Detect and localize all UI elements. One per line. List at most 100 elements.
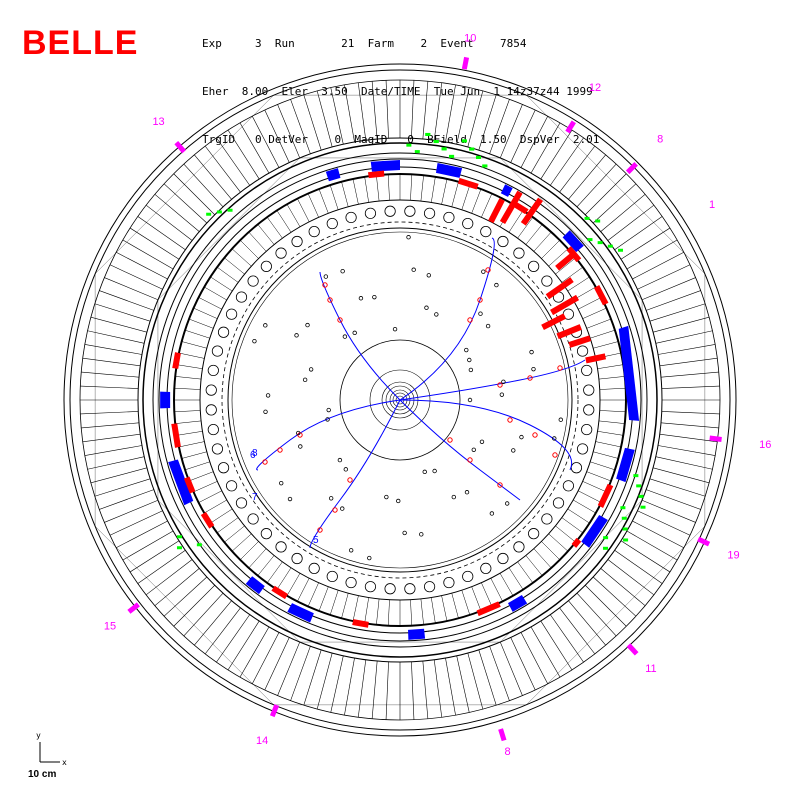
klm-segment-line xyxy=(592,576,637,617)
klm-segment-line xyxy=(163,183,208,224)
ecl-segment-line xyxy=(517,561,534,583)
klm-sector-label: 10 xyxy=(464,33,476,45)
ecl-segment-line xyxy=(184,461,210,471)
klm-segment-line xyxy=(122,530,174,561)
cdc-wire-hit xyxy=(296,430,301,436)
klm-segment-line xyxy=(620,227,671,260)
ecl-segment-line xyxy=(174,387,201,390)
cdc-wire-hit xyxy=(529,349,534,355)
klm-segment-line xyxy=(576,163,617,208)
klm-segment-line xyxy=(303,94,322,151)
klm-segment-line xyxy=(227,620,260,671)
klm-sector-labels: 8 10 12 13 8 1 16 19 11 15 14 6 7 8 5 xyxy=(104,33,771,758)
acc-counter xyxy=(581,423,593,436)
klm-segment-line xyxy=(489,99,510,154)
ecl-blue-hit xyxy=(160,391,171,409)
klm-segment-line xyxy=(632,520,684,549)
klm-segment-line xyxy=(80,385,139,389)
ecl-segment-line xyxy=(599,387,626,390)
klm-segment-line xyxy=(620,540,671,573)
klm-green-hit xyxy=(623,538,629,542)
klm-segment-line xyxy=(411,80,415,139)
ecl-blue-hit xyxy=(507,595,528,612)
cdc-wire-hit xyxy=(426,273,431,278)
cdc-wire-hit xyxy=(434,312,439,317)
track-right-lower xyxy=(399,399,572,471)
ecl-segment-line xyxy=(204,286,227,301)
ecl-segment-line xyxy=(586,318,612,329)
ecl-segment-line xyxy=(376,598,380,625)
klm-octagon xyxy=(157,157,643,643)
klm-segment-line xyxy=(559,145,596,193)
ecl-segment-line xyxy=(352,178,359,205)
ecl-segment-line xyxy=(561,266,583,283)
ecl-red-hit xyxy=(566,246,582,263)
klm-green-hit xyxy=(638,494,644,498)
klm-segment-line xyxy=(109,510,163,536)
klm-segment-line xyxy=(357,82,367,141)
ecl-energy-bar xyxy=(555,253,575,271)
klm-segment-line xyxy=(173,173,215,215)
klm-segment-line xyxy=(251,116,280,168)
ecl-segment-line xyxy=(257,555,275,576)
cdc-wire-hit xyxy=(367,555,372,561)
svd-outer xyxy=(369,369,431,431)
acc-counter xyxy=(583,384,595,396)
klm-segment-line xyxy=(660,371,719,378)
ecl-segment-line xyxy=(525,224,543,245)
ecl-segment-line xyxy=(561,517,583,534)
ecl-segment-line xyxy=(578,297,602,310)
klm-segment-line xyxy=(303,649,322,706)
ecl-inner-ring xyxy=(199,199,601,601)
ecl-red-hit xyxy=(476,601,501,617)
acc-counter xyxy=(247,275,259,287)
klm-green-hit xyxy=(475,155,481,159)
acc-counter xyxy=(326,217,338,230)
acc-counter xyxy=(225,308,238,320)
ecl-segment-line xyxy=(599,410,626,413)
ecl-blue-hit xyxy=(435,162,463,178)
klm-segment-line xyxy=(655,456,713,470)
ecl-segment-line xyxy=(541,240,560,259)
ecl-segment-line xyxy=(481,582,493,607)
klm-segment-line xyxy=(614,216,663,250)
ecl-segment-line xyxy=(533,548,552,569)
klm-green-hit xyxy=(469,147,475,151)
klm-segment-line xyxy=(540,620,573,671)
ecl-red-hit xyxy=(183,476,196,494)
klm-segment-line xyxy=(626,239,678,270)
ecl-segment-line xyxy=(352,595,359,622)
klm-segment-line xyxy=(81,422,140,429)
klm-green-hit xyxy=(227,208,233,212)
ecl-energy-bar xyxy=(568,335,592,348)
cdc-wire-hit xyxy=(464,347,469,353)
detector-structure xyxy=(63,63,737,737)
cdc-wire-hit xyxy=(419,532,424,537)
klm-segment-line xyxy=(649,303,706,322)
ecl-segment-line xyxy=(266,217,283,239)
klm-segment-line xyxy=(145,559,193,596)
ecl-segment-line xyxy=(318,586,329,612)
klm-segment-line xyxy=(216,137,250,186)
klm-segment-line xyxy=(659,357,718,367)
klm-green-hit xyxy=(584,216,590,220)
klm-green-hit xyxy=(406,143,412,147)
klm-segment-line xyxy=(478,649,497,706)
reconstructed-tracks xyxy=(252,235,586,561)
klm-segment-line xyxy=(239,122,270,174)
acc-counter xyxy=(326,570,338,583)
cdc-wire-hit xyxy=(494,282,499,288)
cdc-wire-hit xyxy=(396,498,401,504)
cdc-wire-hit xyxy=(302,377,308,383)
tof-ring xyxy=(221,221,579,579)
acc-counter xyxy=(443,211,455,224)
klm-green-hit xyxy=(441,147,447,151)
klm-segment-line xyxy=(129,227,180,260)
acc-counter xyxy=(576,345,589,357)
klm-segment-line xyxy=(204,607,241,655)
klm-segment-line xyxy=(90,467,148,484)
detector-ring xyxy=(158,158,642,642)
track-hit-marker xyxy=(262,459,268,465)
ecl-segment-line xyxy=(548,533,569,552)
ecl-segment-line xyxy=(461,184,471,210)
